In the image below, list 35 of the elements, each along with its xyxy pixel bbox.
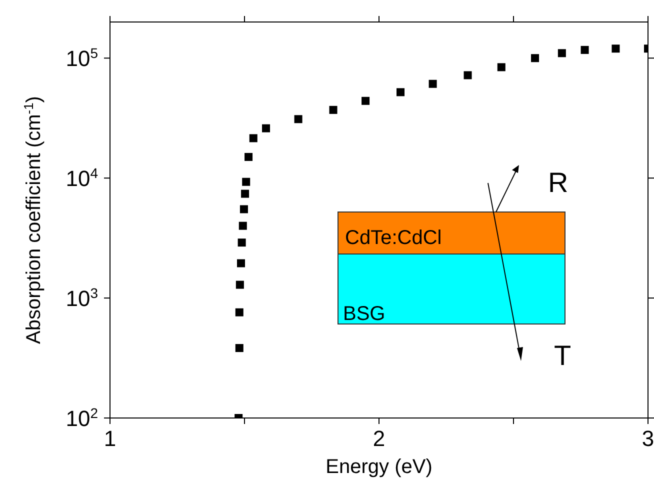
x-axis-title: Energy (eV) [326,456,432,478]
point [237,259,246,268]
annotation: R [548,167,568,198]
point [238,238,246,247]
x-tick-label: 1 [104,426,116,451]
point [249,134,258,142]
annotation: BSG [343,303,386,325]
point [531,54,540,62]
point [362,96,370,105]
point [241,190,250,198]
point [262,124,270,132]
annotation: CdTe:CdCl [345,227,442,249]
point [242,178,250,186]
point [464,71,472,80]
point [612,44,620,53]
point [580,46,589,54]
point [244,152,253,161]
point [294,115,302,124]
annotation: T [554,340,572,371]
x-tick-label: 2 [372,426,386,451]
point [235,344,244,352]
point [558,49,566,58]
point [240,205,248,214]
point [238,222,247,230]
point [497,63,506,72]
y-tick-label: 10$^{3}$ [66,285,98,312]
point [236,280,244,289]
y-tick-label: 10$^{2}$ [66,405,98,431]
x-tick-label: 3 [642,426,654,451]
point [329,106,338,114]
y-tick-label: 10$^{5}$ [66,45,98,72]
point [235,308,244,316]
point [396,88,405,96]
y-tick-label: 10$^{4}$ [66,165,98,192]
point [428,80,437,88]
